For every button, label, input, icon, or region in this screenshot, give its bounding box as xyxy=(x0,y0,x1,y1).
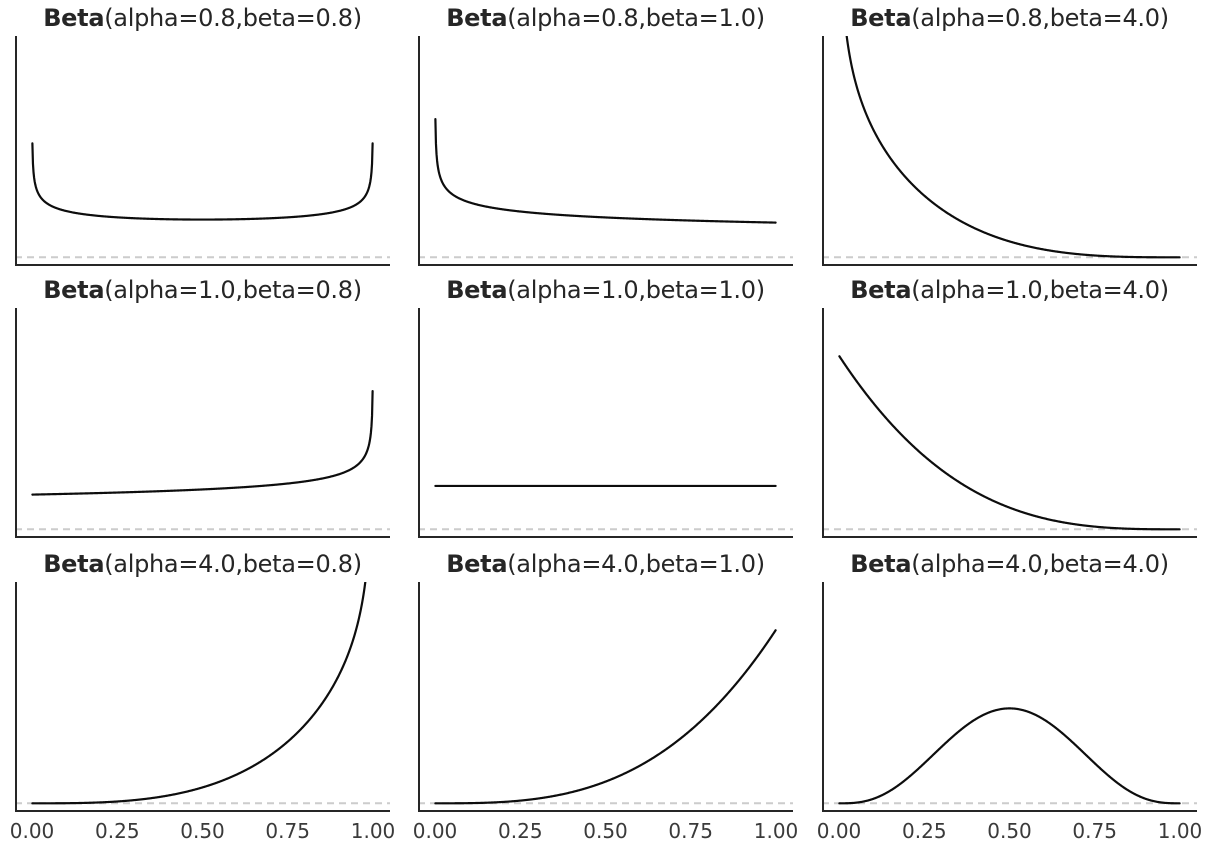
x-tick-label: 1.00 xyxy=(753,819,799,843)
plot-title: Beta (alpha=0.8,beta=0.8) xyxy=(15,0,390,36)
subplot-alpha40-beta08: Beta (alpha=4.0,beta=0.8) 0.00 0.25 0.50 0.7… xyxy=(0,546,403,860)
x-tick-label: 0.75 xyxy=(668,819,713,843)
plot-title: Beta (alpha=0.8,beta=4.0) xyxy=(822,0,1197,36)
x-axis-tick-labels: 0.00 0.25 0.50 0.75 1.00 xyxy=(413,812,799,856)
x-tick-label: 0.00 xyxy=(9,819,55,843)
beta-pdf-curve xyxy=(31,390,374,496)
title-parameters: (alpha=4.0,beta=0.8) xyxy=(104,550,362,578)
subplot-alpha08-beta10: Beta (alpha=0.8,beta=1.0) xyxy=(403,0,807,272)
x-tick-label: 1.00 xyxy=(1157,819,1203,843)
x-tick-label: 0.50 xyxy=(180,819,225,843)
title-distribution-name: Beta xyxy=(850,276,912,304)
x-tick-label: 0.25 xyxy=(95,819,140,843)
title-distribution-name: Beta xyxy=(43,550,105,578)
beta-pdf-curve xyxy=(31,582,367,805)
subplot-alpha40-beta10: Beta (alpha=4.0,beta=1.0) 0.00 0.25 0.50 0.7… xyxy=(403,546,807,860)
title-parameters: (alpha=0.8,beta=1.0) xyxy=(507,4,765,32)
plot-title: Beta (alpha=4.0,beta=4.0) xyxy=(822,546,1197,582)
title-parameters: (alpha=4.0,beta=1.0) xyxy=(507,550,765,578)
beta-pdf-curve xyxy=(434,118,777,224)
x-tick-label: 0.75 xyxy=(1072,819,1117,843)
title-distribution-name: Beta xyxy=(446,550,508,578)
title-parameters: (alpha=0.8,beta=0.8) xyxy=(104,4,362,32)
subplot-alpha10-beta10: Beta (alpha=1.0,beta=1.0) xyxy=(403,272,807,546)
plot-canvas xyxy=(822,36,1197,266)
plot-title: Beta (alpha=1.0,beta=4.0) xyxy=(822,272,1197,308)
beta-pdf-curve xyxy=(845,36,1181,259)
title-parameters: (alpha=0.8,beta=4.0) xyxy=(911,4,1169,32)
plot-title: Beta (alpha=1.0,beta=1.0) xyxy=(418,272,793,308)
x-tick-label: 0.50 xyxy=(987,819,1032,843)
plot-canvas xyxy=(822,582,1197,812)
title-parameters: (alpha=1.0,beta=4.0) xyxy=(911,276,1169,304)
plot-title: Beta (alpha=1.0,beta=0.8) xyxy=(15,272,390,308)
title-distribution-name: Beta xyxy=(43,276,105,304)
subplot-alpha10-beta40: Beta (alpha=1.0,beta=4.0) xyxy=(807,272,1206,546)
plot-title: Beta (alpha=4.0,beta=0.8) xyxy=(15,546,390,582)
x-tick-label: 0.25 xyxy=(902,819,947,843)
x-tick-label: 0.50 xyxy=(583,819,628,843)
x-tick-label: 0.00 xyxy=(412,819,458,843)
beta-pdf-curve xyxy=(31,142,374,221)
subplot-alpha08-beta08: Beta (alpha=0.8,beta=0.8) xyxy=(0,0,403,272)
plot-title: Beta (alpha=4.0,beta=1.0) xyxy=(418,546,793,582)
x-tick-label: 0.75 xyxy=(265,819,310,843)
plot-canvas xyxy=(418,582,793,812)
beta-pdf-curve xyxy=(434,629,777,805)
plot-canvas xyxy=(822,308,1197,538)
plot-title: Beta (alpha=0.8,beta=1.0) xyxy=(418,0,793,36)
x-tick-label: 0.00 xyxy=(816,819,862,843)
x-axis-tick-labels: 0.00 0.25 0.50 0.75 1.00 xyxy=(817,812,1203,856)
x-axis-tick-labels: 0.00 0.25 0.50 0.75 1.00 xyxy=(10,812,396,856)
title-distribution-name: Beta xyxy=(850,550,912,578)
title-distribution-name: Beta xyxy=(446,4,508,32)
beta-pdf-curve xyxy=(838,707,1181,805)
subplot-alpha40-beta40: Beta (alpha=4.0,beta=4.0) 0.00 0.25 0.50 0.7… xyxy=(807,546,1206,860)
title-parameters: (alpha=1.0,beta=0.8) xyxy=(104,276,362,304)
title-distribution-name: Beta xyxy=(850,4,912,32)
plot-canvas xyxy=(15,308,390,538)
subplot-alpha08-beta40: Beta (alpha=0.8,beta=4.0) xyxy=(807,0,1206,272)
plot-canvas xyxy=(15,582,390,812)
plot-canvas xyxy=(418,308,793,538)
title-distribution-name: Beta xyxy=(446,276,508,304)
subplot-alpha10-beta08: Beta (alpha=1.0,beta=0.8) xyxy=(0,272,403,546)
title-distribution-name: Beta xyxy=(43,4,105,32)
beta-pdf-curve xyxy=(838,355,1181,531)
title-parameters: (alpha=1.0,beta=1.0) xyxy=(507,276,765,304)
x-tick-label: 0.25 xyxy=(498,819,543,843)
plot-canvas xyxy=(15,36,390,266)
plot-canvas xyxy=(418,36,793,266)
title-parameters: (alpha=4.0,beta=4.0) xyxy=(911,550,1169,578)
x-tick-label: 1.00 xyxy=(350,819,396,843)
